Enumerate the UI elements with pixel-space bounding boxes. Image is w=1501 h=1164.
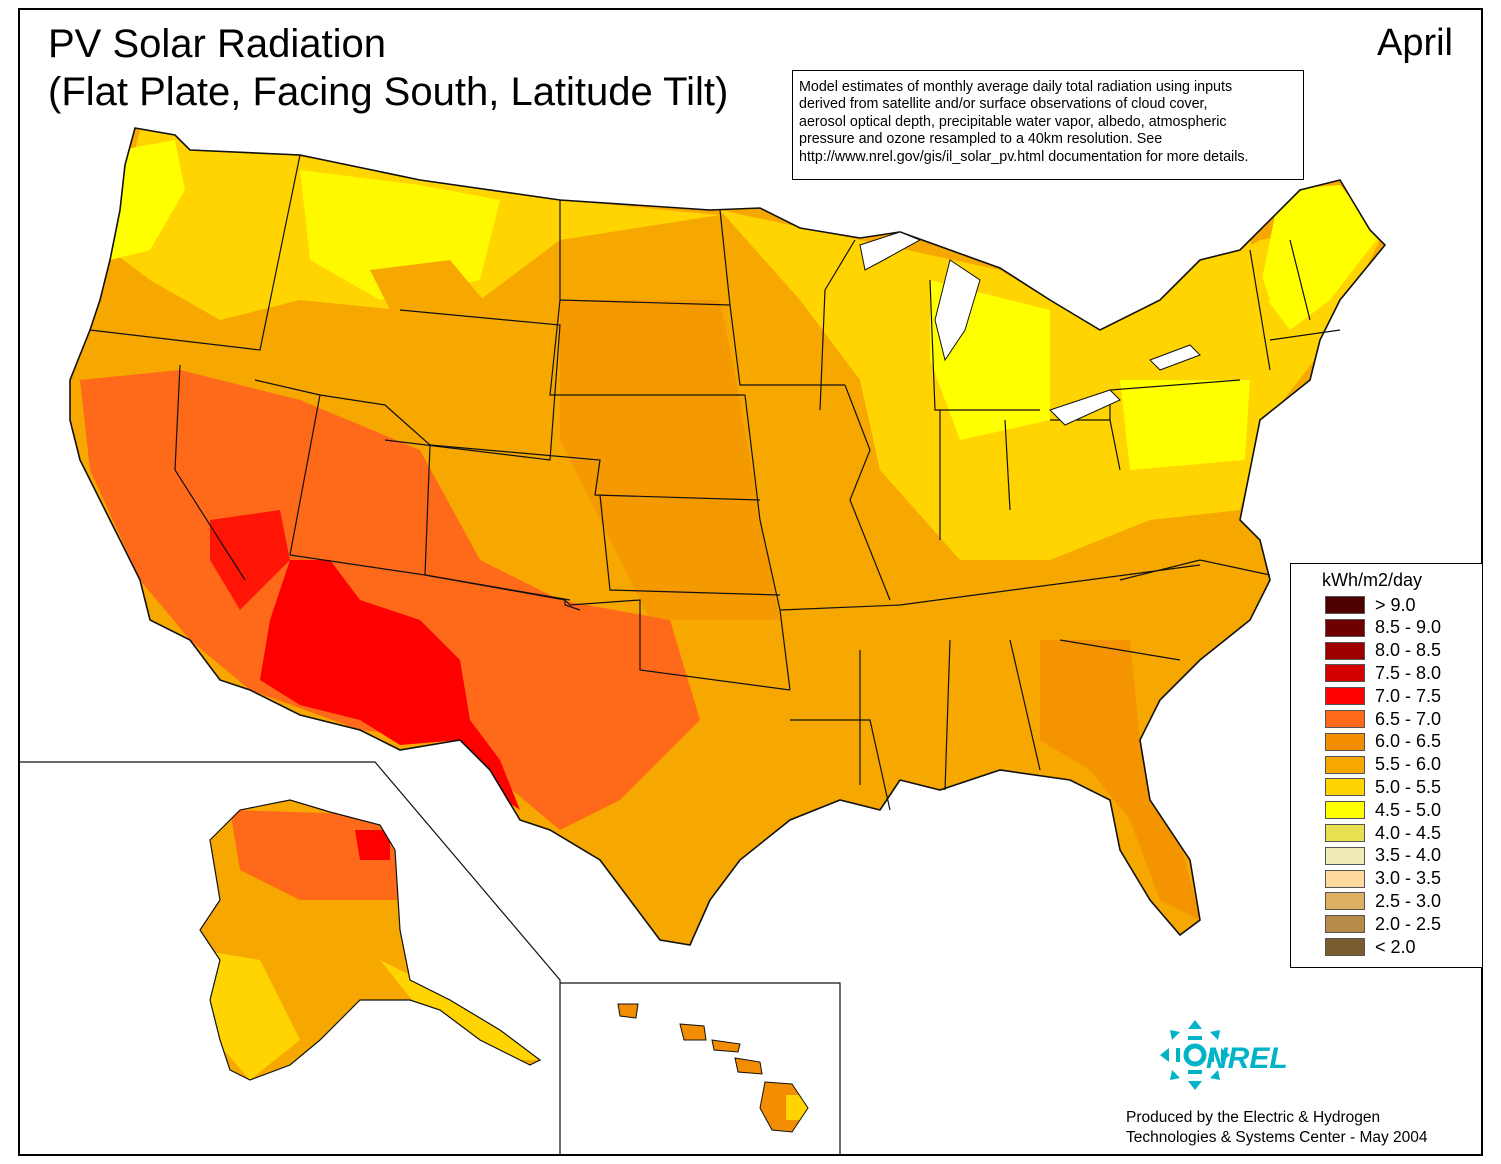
legend-swatch (1325, 618, 1365, 637)
zone-4-5-5-0-new-england (1260, 185, 1380, 330)
legend-item: 2.0 - 2.5 (1325, 914, 1441, 934)
legend-swatch (1325, 846, 1365, 865)
legend-item: 4.5 - 5.0 (1325, 800, 1441, 820)
legend-item: 3.0 - 3.5 (1325, 868, 1442, 889)
note-line: http://www.nrel.gov/gis/il_solar_pv.html… (799, 148, 1249, 165)
zone-7-0-7-5-arizona-new-mexico (260, 560, 520, 810)
legend-label: 5.5 - 6.0 (1375, 754, 1442, 775)
legend-label: 2.0 - 2.5 (1375, 913, 1442, 934)
legend-swatch (1325, 824, 1365, 842)
legend-swatch (1325, 778, 1365, 797)
great-lakes (859, 231, 1201, 426)
legend-item: 8.5 - 9.0 (1325, 617, 1442, 638)
zone-7-0-7-5-nevada (210, 510, 290, 610)
legend-label: 6.5 - 7.0 (1375, 708, 1442, 729)
note-line: aerosol optical depth, precipitable wate… (799, 113, 1227, 130)
zone-4-5-5-0-pennsylvania (1120, 380, 1250, 470)
credit-text: Produced by the Electric & Hydrogen Tech… (1126, 1108, 1428, 1148)
zone-6-0-6-5-plains (560, 300, 780, 620)
legend-label: 7.5 - 8.0 (1375, 662, 1442, 683)
nrel-logo-icon: NREL (1160, 1020, 1288, 1090)
alaska-inset (20, 761, 561, 1156)
legend-item: 6.0 - 6.5 (1325, 731, 1442, 752)
legend-item: 2.5 - 3.0 (1325, 891, 1441, 911)
legend-title: kWh/m2/day (1322, 570, 1423, 590)
legend-swatch (1325, 755, 1365, 774)
map-subtitle: (Flat Plate, Facing South, Latitude Tilt… (48, 70, 729, 114)
methodology-note: Model estimates of monthly average daily… (792, 70, 1304, 180)
legend-label: < 2.0 (1375, 936, 1416, 957)
zone-6-5-7-0-southwest (80, 370, 700, 830)
zone-5-5-6-0-montana-patch (370, 260, 500, 330)
note-line: pressure and ozone resampled to a 40km r… (799, 131, 1163, 148)
legend-label: 2.5 - 3.0 (1375, 890, 1442, 911)
legend-label: 4.0 - 4.5 (1375, 822, 1442, 843)
legend-item: 6.5 - 7.0 (1325, 709, 1441, 729)
legend-label: 4.5 - 5.0 (1375, 799, 1442, 820)
legend-label: 3.5 - 4.0 (1375, 845, 1442, 866)
nrel-logo-text: NREL (1206, 1042, 1288, 1075)
legend-item: 5.5 - 6.0 (1325, 754, 1442, 775)
legend-label: 3.0 - 3.5 (1375, 868, 1442, 889)
month-label: April (1376, 22, 1453, 64)
legend-item: 3.5 - 4.0 (1325, 845, 1442, 866)
legend-label: 7.0 - 7.5 (1375, 685, 1442, 706)
legend-item: < 2.0 (1325, 937, 1416, 957)
legend-swatch (1325, 641, 1365, 660)
hawaii-inset (560, 982, 841, 1156)
legend-item: > 9.0 (1325, 595, 1416, 615)
hawaii-inset-border (560, 982, 841, 1156)
legend-swatch (1325, 938, 1365, 956)
legend-label: 8.5 - 9.0 (1375, 617, 1442, 638)
legend-swatch (1325, 869, 1365, 888)
credit-line: Produced by the Electric & Hydrogen (1126, 1109, 1381, 1126)
note-line: Model estimates of monthly average daily… (799, 79, 1233, 95)
legend-swatch (1325, 596, 1365, 614)
state-boundaries (69, 127, 1387, 946)
legend-swatch (1325, 664, 1365, 683)
legend-item: 8.0 - 8.5 (1325, 640, 1442, 661)
legend-swatch (1325, 710, 1365, 728)
legend-item: 4.0 - 4.5 (1325, 823, 1441, 843)
alaska-inset-border (20, 761, 561, 1156)
legend: kWh/m2/day > 9.0 8.5 - 9.0 8.0 - 8.5 7.5 - … (1290, 563, 1483, 968)
legend-label: 5.0 - 5.5 (1375, 776, 1442, 797)
map-title: PV Solar Radiation (48, 22, 386, 66)
credit-line: Technologies & Systems Center - May 2004 (1126, 1129, 1428, 1146)
legend-swatch (1325, 801, 1365, 820)
legend-swatch (1325, 892, 1365, 911)
legend-label: 8.0 - 8.5 (1375, 640, 1442, 661)
legend-item: 7.0 - 7.5 (1325, 686, 1441, 706)
zone-4-5-5-0-washington (110, 140, 185, 260)
legend-label: > 9.0 (1375, 594, 1416, 615)
legend-label: 6.0 - 6.5 (1375, 731, 1442, 752)
zone-6-0-6-5-southeast (1040, 640, 1200, 920)
alaska-zones (200, 800, 540, 1080)
legend-swatch (1325, 915, 1365, 934)
legend-swatch (1325, 687, 1365, 706)
legend-swatch (1325, 732, 1365, 751)
note-line: derived from satellite and/or surface ob… (799, 96, 1208, 113)
legend-item: 7.5 - 8.0 (1325, 663, 1441, 683)
legend-item: 5.0 - 5.5 (1325, 777, 1441, 797)
